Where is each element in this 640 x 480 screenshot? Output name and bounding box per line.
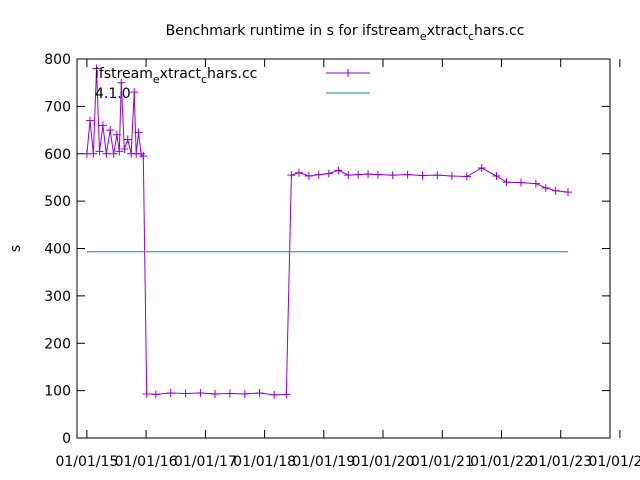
data-point [324,169,333,178]
x-tick-label: 01/01/17 [174,454,237,470]
data-point [462,172,471,181]
series-1 [82,64,573,399]
data-point [502,178,511,187]
data-point [388,171,397,180]
y-tick-label: 600 [44,147,71,163]
data-point [282,390,291,399]
data-point [531,179,540,188]
data-point [151,390,160,399]
data-point [492,172,501,181]
y-tick-label: 800 [44,52,71,68]
data-point [418,171,427,180]
data-point [120,145,129,154]
y-axis: 0 100 200 300 400 500 600 700 800 [44,52,610,447]
y-tick-label: 700 [44,99,71,115]
data-point [294,168,303,177]
x-tick-label: 01/01/24 [588,454,640,470]
plot-frame [76,58,611,439]
data-point [89,149,98,158]
data-point [92,64,101,73]
data-point [115,147,124,156]
data-point [139,152,148,161]
legend-label: 4.1.0 [95,86,131,102]
plot-border [76,58,611,439]
y-tick-label: 400 [44,242,71,258]
data-point [98,121,107,130]
data-point [210,389,219,398]
data-point [304,172,313,181]
y-label-text: s [8,245,24,252]
data-point [117,78,126,87]
series-layer [82,64,573,399]
data-point [225,389,234,398]
x-tick-label: 01/01/22 [470,454,533,470]
data-point [314,170,323,179]
y-tick-label: 0 [62,431,71,447]
data-point [166,388,175,397]
data-point [255,388,264,397]
data-point [196,388,205,397]
data-point [130,88,139,97]
data-point [95,147,104,156]
x-tick-label: 01/01/19 [292,454,355,470]
data-point [403,170,412,179]
data-point [112,130,121,139]
legend-label: ifstreamextractchars.cc [95,66,257,86]
series-line [86,68,569,396]
data-point [516,178,525,187]
chart-title-text: Benchmark runtime in s for ifstreamextra… [166,23,525,43]
data-point [373,170,382,179]
x-tick-label: 01/01/21 [411,454,474,470]
x-axis: 01/01/1501/01/1601/01/1701/01/1801/01/19… [55,59,640,470]
legend-marker [344,69,352,77]
y-tick-label: 200 [44,336,71,352]
data-point [564,188,573,197]
data-point [123,135,132,144]
data-point [433,171,442,180]
data-point [102,149,111,158]
legend: ifstreamextractchars.cc4.1.0 [95,66,370,102]
y-tick-label: 100 [44,384,71,400]
data-point [287,171,296,180]
data-point [551,186,560,195]
data-point [181,389,190,398]
x-tick-label: 01/01/23 [529,454,592,470]
data-point [142,389,151,398]
data-point [541,183,550,192]
x-tick-label: 01/01/15 [55,454,118,470]
y-tick-label: 500 [44,194,71,210]
data-point [447,172,456,181]
y-axis-label: s [8,245,24,252]
x-tick-label: 01/01/18 [233,454,296,470]
data-point [344,171,353,180]
data-point [354,170,363,179]
data-point [109,149,118,158]
data-point [334,166,343,175]
y-tick-label: 300 [44,289,71,305]
data-point [270,390,279,399]
data-point [240,389,249,398]
data-point [134,128,143,137]
x-tick-label: 01/01/16 [115,454,178,470]
data-point [364,170,373,179]
chart-title: Benchmark runtime in s for ifstreamextra… [166,23,525,43]
data-point [106,126,115,135]
data-point [85,116,94,125]
data-point [477,163,486,172]
x-tick-label: 01/01/20 [352,454,415,470]
